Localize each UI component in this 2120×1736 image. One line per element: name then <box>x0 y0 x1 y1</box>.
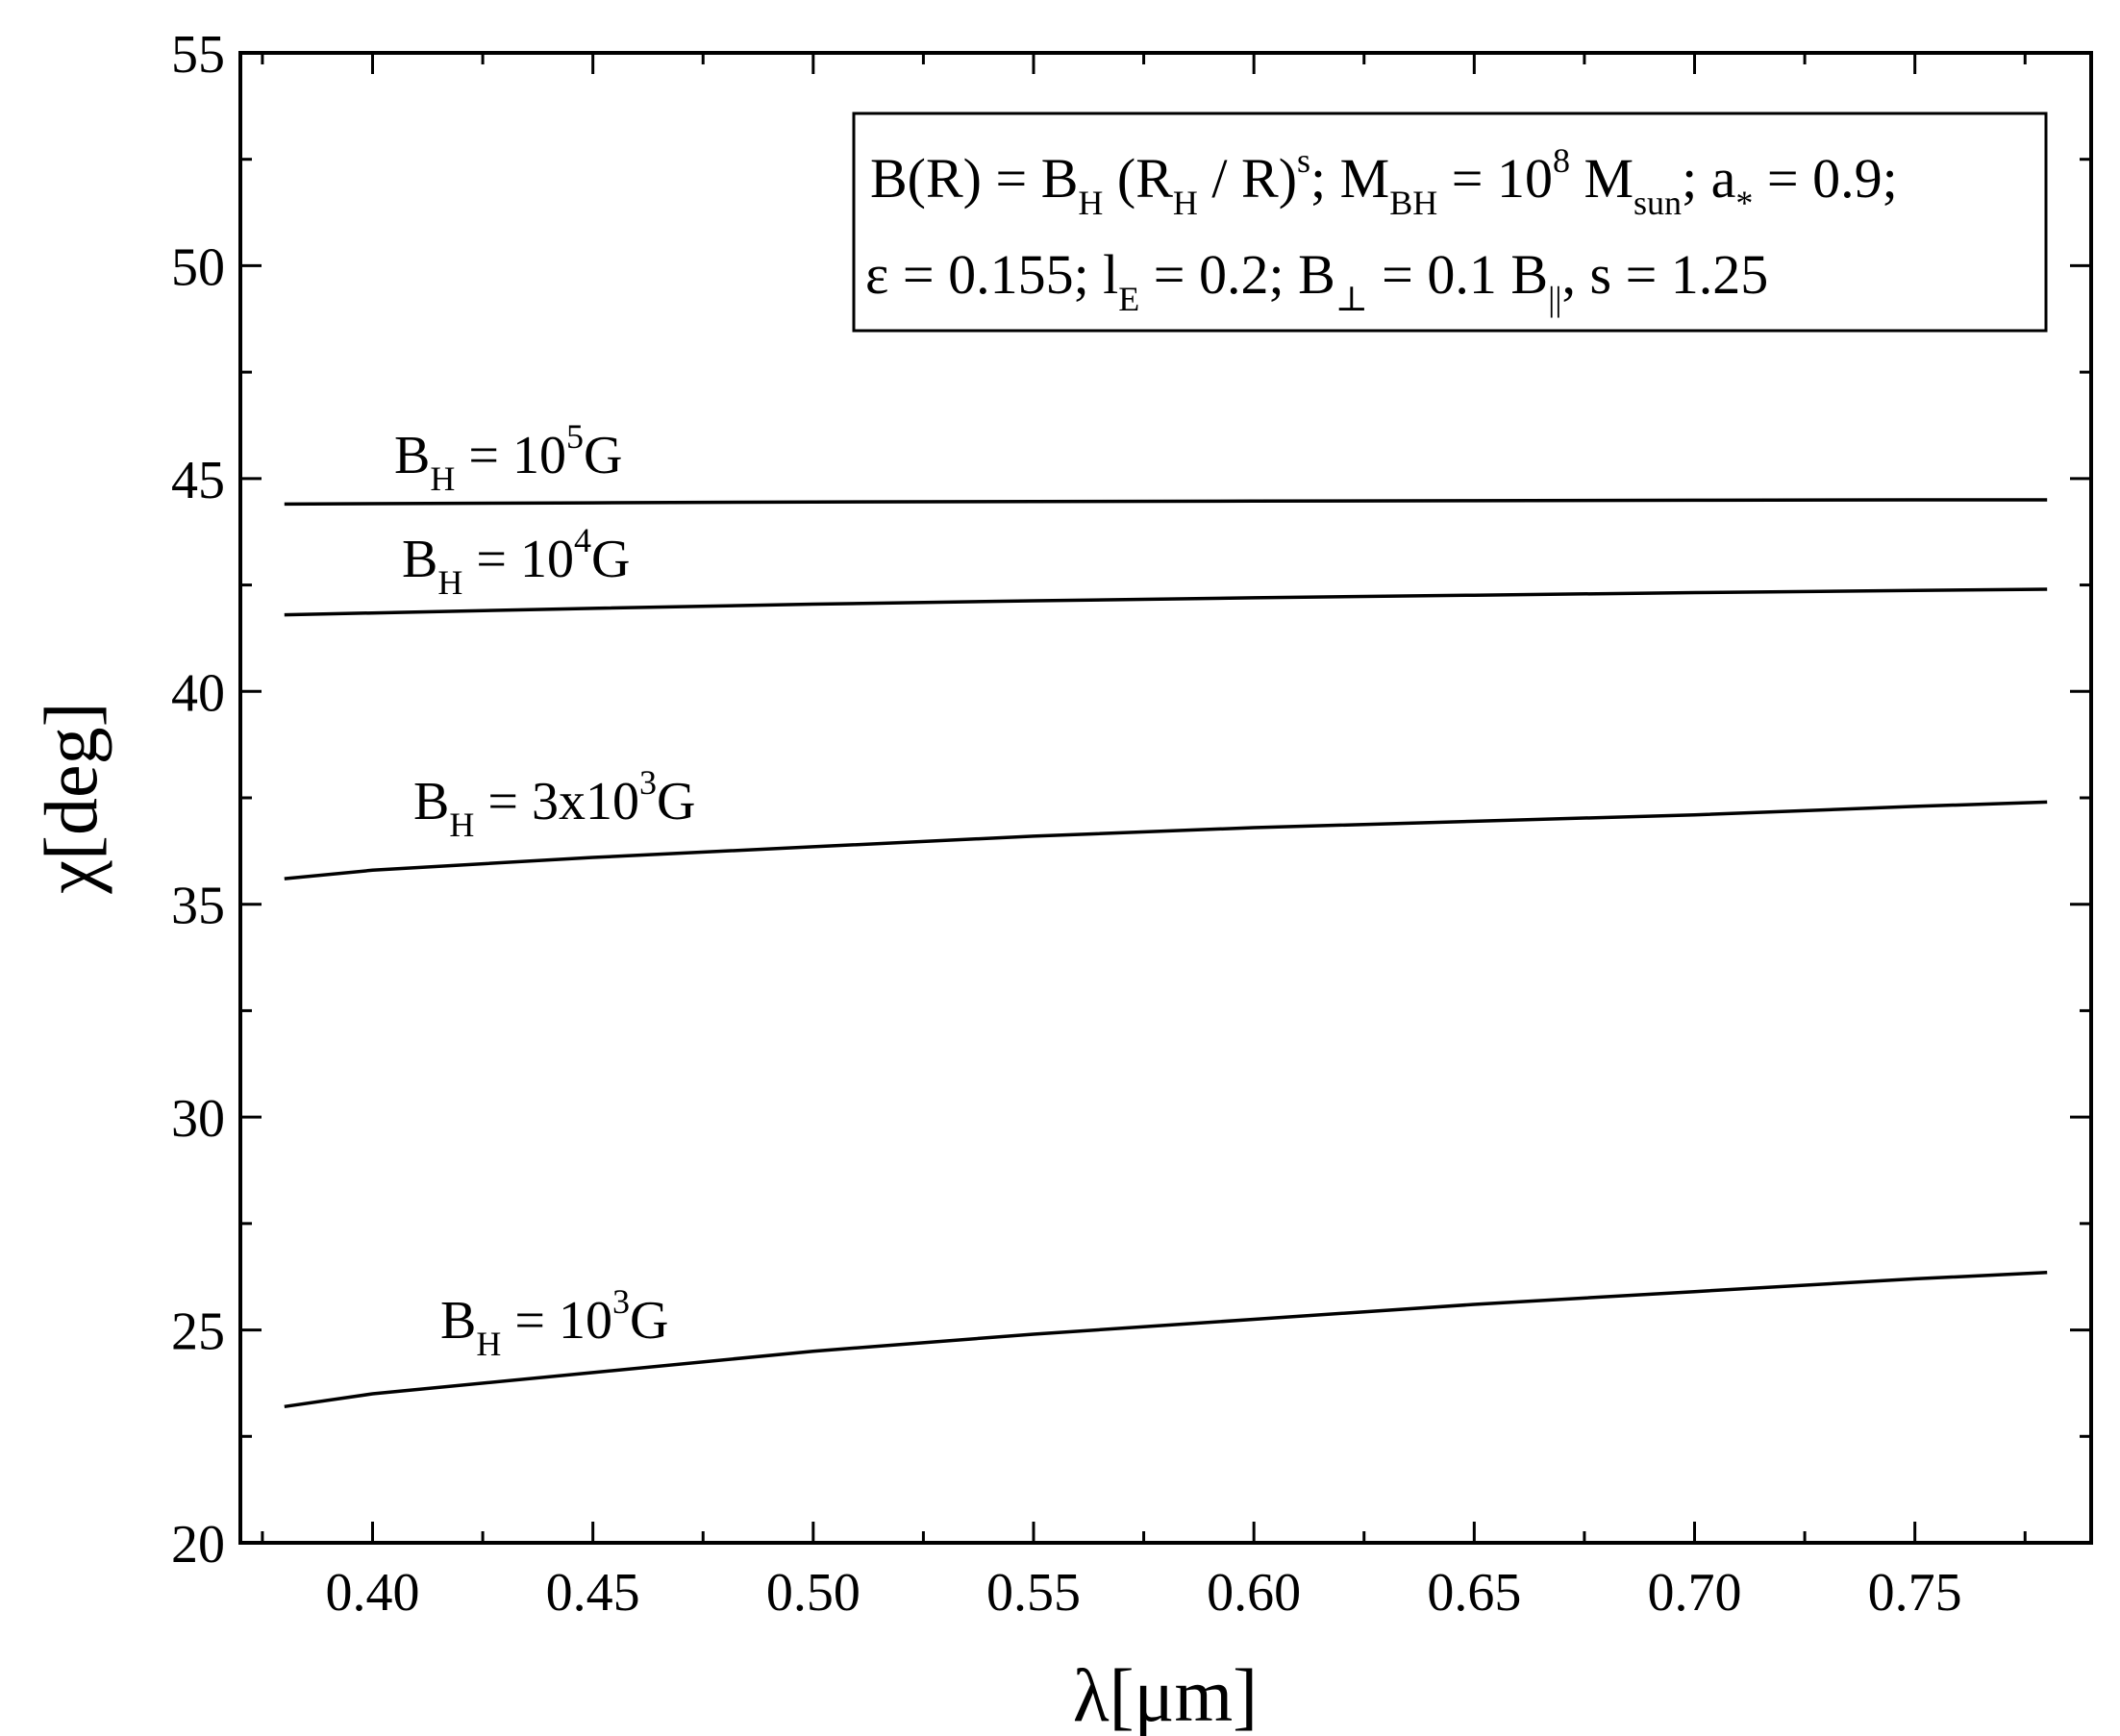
y-tick-label: 40 <box>171 663 225 723</box>
x-axis-ticks: 0.40 0.45 0.50 0.55 0.60 0.65 0.70 0.75 <box>261 53 2027 1623</box>
y-tick-label: 55 <box>171 25 225 85</box>
series-line-2 <box>284 800 2048 880</box>
parameter-box-line-2: ε = 0.155; lE = 0.2; B⊥ = 0.1 B||, s = 1… <box>865 243 1768 318</box>
x-tick-label: 0.50 <box>766 1563 860 1623</box>
x-tick-label: 0.75 <box>1868 1563 1962 1623</box>
series-line-3 <box>284 1271 2048 1409</box>
y-tick-label: 35 <box>171 877 225 936</box>
series-label-bh-3e3: BH = 3x103G <box>413 763 695 844</box>
x-axis-title: λ[μm] <box>1073 1653 1258 1736</box>
series-label-bh-1e3: BH = 103G <box>440 1282 668 1363</box>
parameter-box: B(R) = BH (RH / R)s; MBH = 108 Msun; a* … <box>852 112 2048 333</box>
series-label-bh-1e5: BH = 105G <box>394 417 622 498</box>
x-tick-label: 0.65 <box>1427 1563 1521 1623</box>
y-axis-ticks: 20 25 30 35 40 45 50 55 <box>171 25 2091 1575</box>
y-tick-label: 20 <box>171 1515 225 1575</box>
x-tick-label: 0.70 <box>1648 1563 1742 1623</box>
y-tick-label: 30 <box>171 1089 225 1149</box>
parameter-box-frame <box>852 112 2048 333</box>
series-line-0 <box>284 498 2048 507</box>
series-lines <box>284 498 2048 1409</box>
x-tick-label: 0.40 <box>326 1563 420 1623</box>
series-label-bh-1e4: BH = 104G <box>402 521 630 602</box>
x-tick-label: 0.60 <box>1207 1563 1301 1623</box>
y-tick-label: 25 <box>171 1302 225 1362</box>
x-tick-label: 0.45 <box>546 1563 640 1623</box>
series-line-1 <box>284 587 2048 617</box>
x-tick-label: 0.55 <box>986 1563 1081 1623</box>
y-axis-title: χ[deg] <box>29 702 112 894</box>
y-tick-label: 50 <box>171 237 225 297</box>
parameter-box-line-1: B(R) = BH (RH / R)s; MBH = 108 Msun; a* … <box>870 141 1898 222</box>
y-tick-label: 45 <box>171 451 225 510</box>
